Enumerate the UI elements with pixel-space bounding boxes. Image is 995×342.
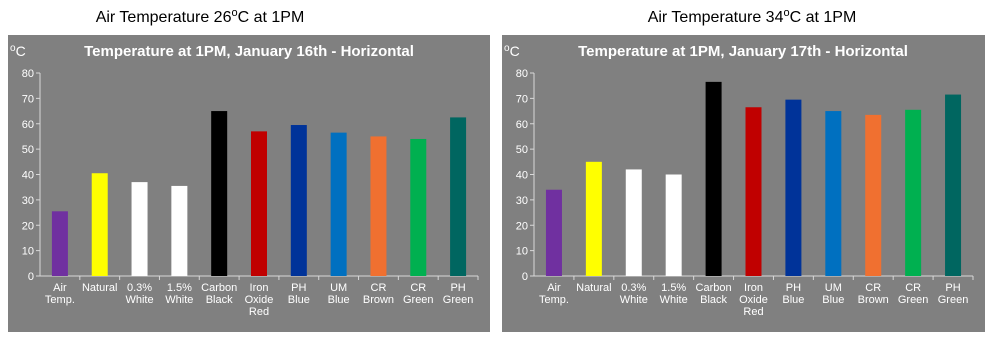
bar [450,117,467,276]
x-tick-label: Natural [576,282,611,294]
x-tick-label: CR Green [898,282,929,306]
y-tick-label: 60 [516,119,528,131]
bar [91,173,108,276]
x-tick-label: PH Green [443,282,474,306]
x-tick-label: Natural [82,282,117,294]
bar [825,111,842,276]
y-unit-sup: o [10,43,16,54]
bar [785,99,802,276]
x-tick-label: Air Temp. [45,282,75,306]
x-tick-label: UM Blue [822,282,844,306]
bar [625,169,642,276]
x-tick-label: PH Blue [782,282,804,306]
y-tick-label: 80 [516,68,528,80]
bar [745,107,762,276]
x-tick-label: CR Brown [363,282,394,306]
x-tick-label: Iron Oxide Red [739,282,768,318]
panel [502,35,985,332]
bar [330,132,347,276]
y-unit-sup: o [504,43,510,54]
y-unit-text: C [16,43,26,59]
x-tick-label: 0.3% White [125,282,153,306]
caption-text: Air Temperature 26 [96,9,232,26]
caption-text: Air Temperature 34 [648,9,784,26]
y-unit: oC [10,43,26,59]
y-tick-label: 10 [22,246,34,258]
x-tick-label: Carbon Black [696,282,732,306]
caption-rest: C at 1PM [790,9,857,26]
x-tick-label: 0.3% White [620,282,648,306]
bar [865,114,882,277]
chart-title: Temperature at 1PM, January 17th - Horiz… [578,43,908,60]
bar [705,81,722,276]
x-tick-label: PH Blue [288,282,310,306]
bar [290,125,307,276]
bar [410,138,427,276]
bar [131,182,148,276]
caption: Air Temperature 26oC at 1PM [96,7,305,26]
bar [211,111,228,276]
y-tick-label: 50 [516,144,528,156]
y-tick-label: 50 [22,144,34,156]
y-tick-label: 40 [516,170,528,182]
bar [171,185,188,276]
y-tick-label: 70 [22,93,34,105]
y-tick-label: 40 [22,170,34,182]
bar [251,131,267,276]
panel [8,35,490,332]
y-tick-label: 20 [22,220,34,232]
y-unit: oC [504,43,520,59]
x-tick-label: PH Green [938,282,969,306]
y-tick-label: 0 [522,271,528,283]
y-tick-label: 20 [516,220,528,232]
caption-sup: o [231,7,237,19]
bar [665,174,682,276]
y-tick-label: 80 [22,68,34,80]
bar [905,109,922,276]
caption: Air Temperature 34oC at 1PM [648,7,857,26]
y-tick-label: 0 [28,271,34,283]
chart-title: Temperature at 1PM, January 16th - Horiz… [84,43,414,60]
bar [51,211,68,276]
bar [545,189,562,276]
x-tick-label: Carbon Black [201,282,237,306]
y-tick-label: 70 [516,93,528,105]
bar [945,94,962,276]
x-tick-label: CR Green [403,282,434,306]
x-tick-label: Iron Oxide Red [245,282,274,318]
y-tick-label: 60 [22,119,34,131]
x-tick-label: 1.5% White [660,282,688,306]
y-tick-label: 30 [22,195,34,207]
x-tick-label: UM Blue [328,282,350,306]
y-tick-label: 30 [516,195,528,207]
x-tick-label: Air Temp. [539,282,569,306]
x-tick-label: 1.5% White [165,282,193,306]
caption-rest: C at 1PM [238,9,305,26]
y-unit-text: C [510,43,520,59]
y-tick-label: 10 [516,246,528,258]
caption-sup: o [783,7,789,19]
bar [585,161,602,276]
bar [370,136,387,276]
x-tick-label: CR Brown [858,282,889,306]
